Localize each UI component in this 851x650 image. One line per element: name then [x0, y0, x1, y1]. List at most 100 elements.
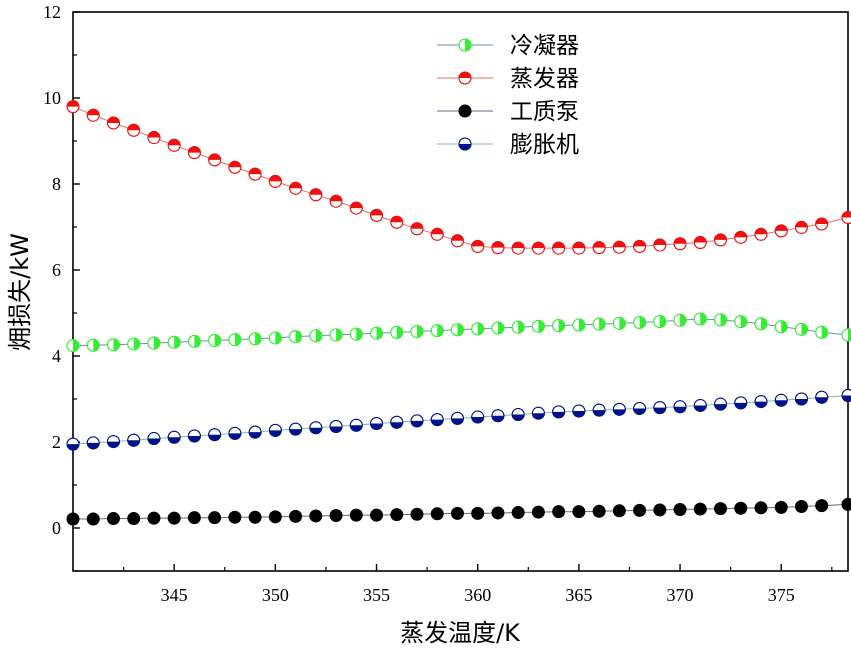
data-point-expander: [450, 411, 464, 425]
data-point-pump: [673, 503, 687, 517]
data-point-evaporator: [511, 241, 525, 255]
data-point-expander: [349, 418, 363, 432]
data-point-expander: [410, 414, 424, 428]
legend-label: 冷凝器: [510, 33, 579, 59]
data-point-evaporator: [450, 234, 464, 248]
data-point-expander: [552, 405, 566, 419]
data-point-pump: [370, 508, 384, 522]
data-point-pump: [66, 512, 80, 526]
data-point-evaporator: [633, 239, 647, 253]
data-point-condenser: [450, 323, 464, 337]
legend-item-pump: 工质泵: [437, 99, 579, 125]
data-point-condenser: [106, 338, 120, 352]
data-point-pump: [86, 512, 100, 526]
data-point-pump: [633, 503, 647, 517]
data-point-evaporator: [653, 238, 667, 252]
data-point-pump: [774, 500, 788, 514]
data-point-expander: [430, 413, 444, 427]
y-tick-label: 8: [52, 174, 61, 194]
data-point-condenser: [552, 318, 566, 332]
data-point-pump: [572, 505, 586, 519]
data-point-evaporator: [794, 220, 808, 234]
x-tick-label: 355: [363, 585, 390, 605]
legend-item-evaporator: 蒸发器: [437, 66, 579, 92]
data-point-pump: [208, 511, 222, 525]
data-point-expander: [653, 401, 667, 415]
data-point-evaporator: [491, 241, 505, 255]
data-point-evaporator: [693, 235, 707, 249]
data-point-evaporator: [734, 230, 748, 244]
data-point-evaporator: [268, 174, 282, 188]
data-point-evaporator: [187, 146, 201, 160]
x-tick-label: 350: [262, 585, 289, 605]
data-point-expander: [289, 422, 303, 436]
data-point-evaporator: [167, 138, 181, 152]
y-axis-title: 㶲损失/kW: [6, 233, 34, 351]
legend-item-expander: 膨胀机: [437, 132, 579, 158]
data-point-condenser: [794, 322, 808, 336]
data-point-expander: [841, 389, 851, 403]
legend-item-condenser: 冷凝器: [437, 33, 579, 59]
data-point-condenser: [66, 339, 80, 353]
data-point-condenser: [289, 330, 303, 344]
data-point-evaporator: [754, 227, 768, 241]
data-point-evaporator: [66, 100, 80, 114]
data-point-condenser: [491, 321, 505, 335]
data-point-pump: [653, 503, 667, 517]
legend-marker: [458, 38, 472, 52]
data-point-evaporator: [774, 224, 788, 238]
data-point-condenser: [268, 331, 282, 345]
data-point-expander: [471, 410, 485, 424]
data-point-pump: [552, 505, 566, 519]
data-point-condenser: [714, 313, 728, 327]
data-point-pump: [289, 509, 303, 523]
data-point-condenser: [693, 312, 707, 326]
data-point-pump: [167, 511, 181, 525]
data-point-evaporator: [228, 160, 242, 174]
data-point-condenser: [531, 319, 545, 333]
data-point-evaporator: [127, 123, 141, 137]
data-point-expander: [228, 426, 242, 440]
x-tick-label: 365: [565, 585, 592, 605]
data-point-expander: [511, 407, 525, 421]
data-point-pump: [531, 505, 545, 519]
data-point-condenser: [633, 315, 647, 329]
x-tick-label: 345: [161, 585, 188, 605]
data-point-expander: [693, 398, 707, 412]
data-point-condenser: [127, 337, 141, 351]
data-point-expander: [734, 396, 748, 410]
data-point-condenser: [167, 335, 181, 349]
y-tick-label: 6: [52, 260, 61, 280]
data-point-expander: [774, 393, 788, 407]
data-point-pump: [187, 511, 201, 525]
data-point-evaporator: [552, 241, 566, 255]
data-point-evaporator: [390, 215, 404, 229]
data-point-pump: [390, 508, 404, 522]
data-point-evaporator: [329, 194, 343, 208]
data-point-evaporator: [572, 241, 586, 255]
data-point-condenser: [612, 316, 626, 330]
data-point-expander: [370, 417, 384, 431]
data-point-evaporator: [673, 237, 687, 251]
data-point-evaporator: [289, 181, 303, 195]
y-tick-label: 12: [43, 2, 61, 22]
series-layer: [66, 100, 851, 526]
data-point-pump: [450, 506, 464, 520]
data-point-expander: [572, 404, 586, 418]
data-point-pump: [841, 497, 851, 511]
x-tick-label: 360: [464, 585, 491, 605]
data-point-evaporator: [815, 217, 829, 231]
data-point-evaporator: [592, 241, 606, 255]
data-point-pump: [471, 506, 485, 520]
data-point-condenser: [86, 338, 100, 352]
data-point-pump: [815, 499, 829, 513]
data-point-condenser: [370, 326, 384, 340]
y-tick-label: 4: [52, 346, 61, 366]
data-point-evaporator: [430, 227, 444, 241]
data-point-condenser: [572, 318, 586, 332]
data-point-evaporator: [714, 233, 728, 247]
series-condenser: [66, 312, 851, 353]
legend-label: 膨胀机: [510, 132, 579, 158]
data-point-condenser: [511, 320, 525, 334]
